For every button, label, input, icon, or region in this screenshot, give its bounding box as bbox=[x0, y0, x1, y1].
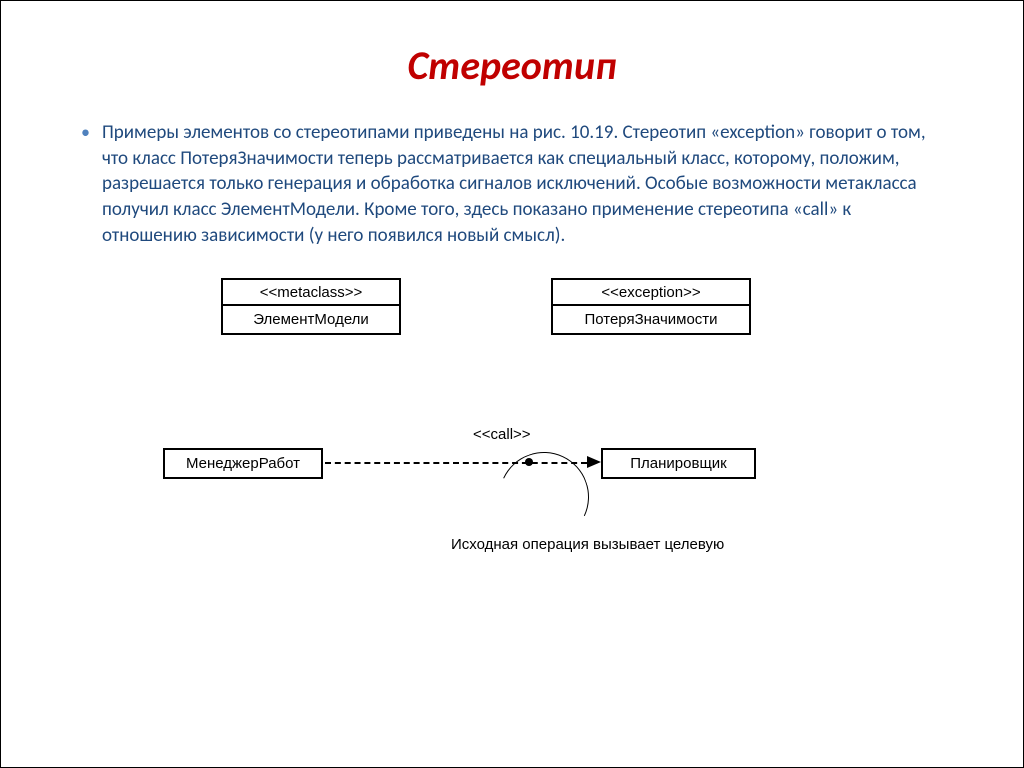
box-separator bbox=[553, 304, 749, 306]
page-title: Стереотип bbox=[81, 41, 943, 90]
class-box-manager: МенеджерРабот bbox=[163, 448, 323, 479]
body-text: Примеры элементов со стереотипами привед… bbox=[102, 120, 943, 248]
body-paragraph: • Примеры элементов со стереотипами прив… bbox=[81, 120, 943, 248]
call-stereotype-label: <<call>> bbox=[473, 426, 531, 443]
bullet-icon: • bbox=[81, 122, 90, 144]
diagram-note: Исходная операция вызывает целевую bbox=[451, 536, 724, 553]
box-separator bbox=[223, 304, 399, 306]
class-box-scheduler: Планировщик bbox=[601, 448, 756, 479]
class-name: ПотеряЗначимости bbox=[561, 308, 741, 331]
uml-diagram: <<metaclass>> ЭлементМодели <<exception>… bbox=[81, 278, 943, 598]
stereotype-label: <<metaclass>> bbox=[231, 282, 391, 302]
arrow-icon bbox=[587, 456, 601, 468]
class-box-metaclass: <<metaclass>> ЭлементМодели bbox=[221, 278, 401, 335]
class-name: ЭлементМодели bbox=[231, 308, 391, 331]
class-box-exception: <<exception>> ПотеряЗначимости bbox=[551, 278, 751, 335]
stereotype-label: <<exception>> bbox=[561, 282, 741, 302]
